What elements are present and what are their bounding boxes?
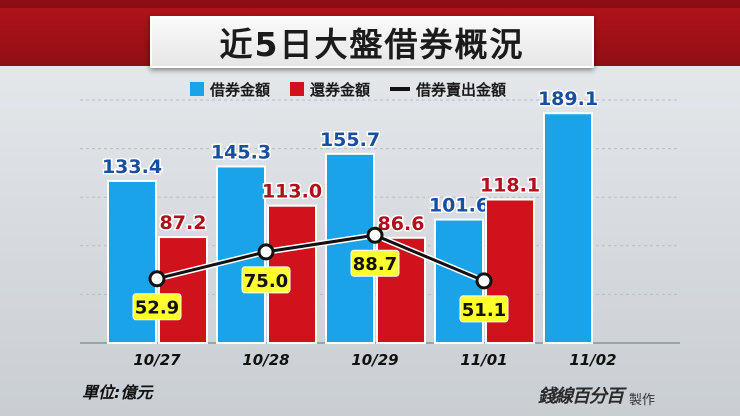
sell-label-box <box>241 266 291 294</box>
value-label-lend: 189.1 <box>538 88 598 110</box>
value-label-lend: 101.6 <box>429 195 489 217</box>
bar-lend <box>325 152 375 344</box>
bar-return <box>158 236 208 344</box>
x-tick-label: 10/29 <box>351 351 398 369</box>
bar-lend <box>543 112 593 344</box>
sell-point <box>475 272 493 290</box>
sell-label-box <box>459 295 509 323</box>
title-box: 近5日大盤借券概況 <box>150 16 594 68</box>
sell-point <box>366 226 384 244</box>
legend-item-return: 還券金額 <box>290 79 370 100</box>
sell-point <box>148 270 166 288</box>
legend-item-lend: 借券金額 <box>190 79 270 100</box>
value-label-return: 118.1 <box>480 175 540 197</box>
legend-item-sell: 借券賣出金額 <box>390 79 506 100</box>
legend-swatch-lend <box>190 82 204 96</box>
brand-logo: 錢線百分百 製作 <box>538 382 655 408</box>
value-label-lend: 145.3 <box>211 141 271 163</box>
legend-label-return: 還券金額 <box>310 80 371 99</box>
legend-line-sell <box>390 87 411 91</box>
sell-line <box>156 233 485 283</box>
legend-swatch-return <box>290 82 305 96</box>
chart-title: 近5日大盤借券概況 <box>219 25 525 64</box>
value-label-lend: 133.4 <box>102 156 162 178</box>
x-tick-label: 11/01 <box>460 351 507 369</box>
brand-tag: 製作 <box>629 393 656 408</box>
value-label-sell: 52.9 <box>135 298 179 319</box>
value-label-lend: 155.7 <box>320 129 380 151</box>
value-label-return: 113.0 <box>262 181 322 203</box>
x-tick-label: 10/27 <box>133 351 181 369</box>
sell-label-box <box>132 293 182 321</box>
value-label-sell: 88.7 <box>353 254 397 275</box>
value-label-sell: 51.1 <box>462 300 506 321</box>
value-label-return: 87.2 <box>160 212 207 234</box>
legend: 借券金額 還券金額 借券賣出金額 <box>190 77 526 101</box>
x-tick-label: 11/02 <box>569 351 616 369</box>
sell-label-box <box>350 249 400 277</box>
legend-label-lend: 借券金額 <box>210 80 271 99</box>
x-tick-label: 10/28 <box>242 351 289 369</box>
brand-name: 錢線百分百 <box>538 386 624 407</box>
bar-lend <box>434 218 484 344</box>
value-label-return: 86.6 <box>378 213 425 235</box>
value-label-sell: 75.0 <box>244 271 288 292</box>
sell-point <box>257 243 275 261</box>
unit-label: 單位:億元 <box>82 383 153 402</box>
legend-label-sell: 借券賣出金額 <box>416 80 507 99</box>
